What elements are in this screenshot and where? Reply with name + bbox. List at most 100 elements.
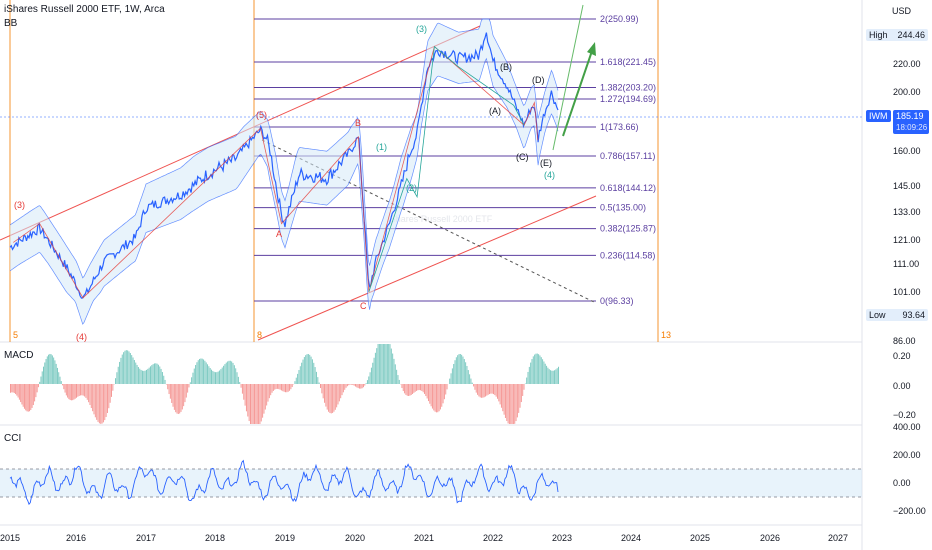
macd-bar bbox=[340, 384, 342, 399]
macd-bar bbox=[380, 344, 382, 384]
macd-bar bbox=[538, 354, 540, 384]
macd-bar bbox=[500, 384, 502, 408]
macd-bar bbox=[487, 384, 489, 395]
macd-bar bbox=[303, 357, 305, 384]
macd-bar bbox=[160, 368, 162, 384]
macd-bar bbox=[511, 384, 513, 424]
macd-bar bbox=[11, 384, 13, 393]
macd-bar bbox=[70, 384, 72, 401]
low-value: 93.64 bbox=[902, 310, 925, 320]
macd-bar bbox=[310, 356, 312, 384]
macd-bar bbox=[320, 384, 321, 389]
last-price-badge: 185.19 18:09:26 bbox=[893, 110, 929, 134]
macd-bar bbox=[408, 384, 410, 396]
macd-bar bbox=[204, 360, 206, 384]
macd-bar bbox=[139, 368, 141, 384]
wave-label-b: B bbox=[355, 118, 361, 128]
macd-bar bbox=[365, 383, 367, 384]
macd-bar bbox=[512, 384, 514, 424]
macd-bar bbox=[156, 363, 158, 384]
fib-label: 0(96.33) bbox=[600, 296, 634, 306]
macd-bar bbox=[453, 363, 455, 384]
macd-bar bbox=[461, 354, 463, 384]
macd-bar bbox=[240, 384, 242, 388]
macd-bar bbox=[396, 369, 398, 384]
bollinger-upper bbox=[9, 18, 559, 279]
macd-bar bbox=[96, 384, 98, 420]
macd-bar bbox=[217, 371, 219, 384]
macd-bar bbox=[425, 384, 427, 397]
macd-bar bbox=[239, 382, 241, 384]
macd-bar bbox=[550, 370, 552, 384]
wave-label-3: (3) bbox=[14, 200, 25, 210]
wave-zigzag bbox=[13, 45, 539, 299]
bb-indicator-label[interactable]: BB bbox=[4, 18, 18, 29]
macd-bar bbox=[93, 384, 95, 415]
subwave-label-4: (4) bbox=[544, 170, 555, 180]
macd-bar bbox=[46, 356, 48, 384]
macd-bar bbox=[486, 384, 488, 396]
price-tick: 86.00 bbox=[893, 336, 916, 346]
macd-bar bbox=[388, 344, 390, 384]
macd-bar bbox=[132, 357, 134, 384]
projection-line bbox=[552, 4, 584, 151]
price-tick: 220.00 bbox=[893, 59, 921, 69]
macd-label[interactable]: MACD bbox=[4, 350, 34, 361]
macd-bar bbox=[298, 370, 300, 384]
macd-bar bbox=[180, 384, 182, 412]
macd-bar bbox=[120, 357, 122, 384]
macd-bar bbox=[32, 384, 34, 406]
macd-bar bbox=[283, 384, 285, 392]
macd-bar bbox=[231, 361, 233, 384]
wave-label-c: C bbox=[360, 301, 367, 311]
macd-bar bbox=[94, 384, 96, 418]
subwave-label-b: (B) bbox=[500, 62, 512, 72]
macd-bar bbox=[360, 384, 362, 389]
time-tick: 2019 bbox=[275, 533, 295, 543]
macd-bar bbox=[232, 362, 234, 384]
macd-bar bbox=[252, 384, 254, 424]
macd-bar bbox=[416, 384, 418, 391]
macd-bar bbox=[309, 354, 311, 384]
macd-bar bbox=[558, 366, 560, 384]
macd-bar bbox=[424, 384, 425, 394]
macd-bar bbox=[243, 384, 245, 400]
cci-label[interactable]: CCI bbox=[4, 433, 22, 444]
macd-bar bbox=[459, 353, 461, 384]
macd-bar bbox=[317, 377, 319, 384]
macd-bar bbox=[101, 384, 103, 424]
macd-bar bbox=[125, 350, 127, 384]
macd-bar bbox=[104, 384, 106, 421]
macd-bar bbox=[382, 344, 384, 384]
macd-bar bbox=[345, 384, 347, 388]
macd-bar bbox=[258, 384, 260, 424]
macd-bar bbox=[518, 384, 520, 413]
macd-bar bbox=[531, 359, 533, 384]
macd-bar bbox=[515, 384, 517, 422]
macd-bar bbox=[318, 382, 320, 384]
macd-bar bbox=[450, 373, 452, 384]
macd-bar bbox=[213, 371, 215, 384]
macd-bar bbox=[349, 384, 351, 385]
macd-bar bbox=[245, 384, 247, 412]
macd-bar bbox=[356, 384, 358, 388]
macd-bar bbox=[17, 384, 19, 398]
macd-bar bbox=[346, 384, 348, 387]
time-tick: 2022 bbox=[483, 533, 503, 543]
macd-bar bbox=[155, 363, 157, 384]
macd-bar bbox=[196, 362, 198, 384]
macd-bar bbox=[437, 384, 439, 413]
macd-bar bbox=[295, 377, 297, 384]
macd-bar bbox=[227, 361, 229, 384]
macd-bar bbox=[481, 384, 483, 398]
low-badge: Low 93.64 bbox=[866, 309, 928, 321]
macd-bar bbox=[535, 353, 537, 384]
macd-bar bbox=[393, 358, 395, 384]
macd-bar bbox=[465, 362, 467, 384]
macd-tick: 0.20 bbox=[893, 351, 911, 361]
macd-bar bbox=[342, 384, 344, 393]
macd-bar bbox=[65, 384, 67, 396]
macd-bar bbox=[376, 348, 378, 384]
macd-bar bbox=[251, 384, 253, 424]
